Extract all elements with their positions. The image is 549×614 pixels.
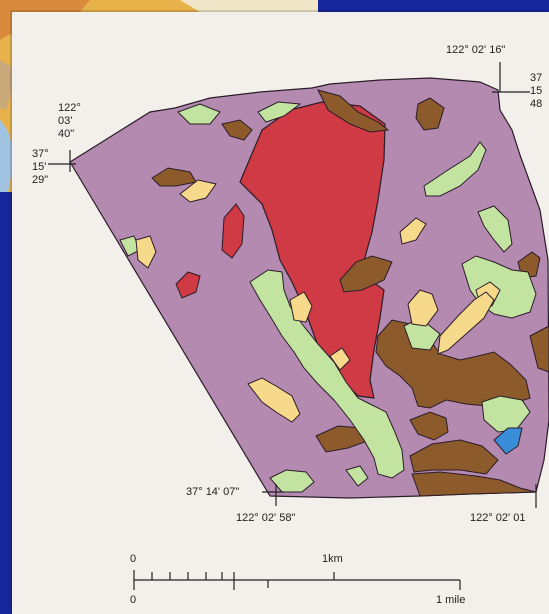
- blue-unit: [493, 427, 523, 455]
- right-lat-deg: 37: [530, 72, 543, 84]
- yellow-unit-left-1: [135, 235, 157, 269]
- brown-unit-top-2: [317, 89, 390, 133]
- bottom-right-longitude-label: 122° 02' 01: [470, 512, 526, 524]
- scale-bar: [133, 570, 461, 590]
- green-unit-top-2: [257, 101, 302, 123]
- green-unit-right-5: [481, 395, 531, 433]
- brown-unit-bottom-5: [411, 471, 537, 497]
- yellow-unit-lower-left: [247, 377, 301, 423]
- yellow-unit-center-2: [289, 291, 313, 323]
- green-unit-right-1: [423, 141, 487, 197]
- red-rock-small-1: [221, 203, 245, 259]
- red-rock-small-2: [175, 271, 201, 299]
- right-lat-min: 15: [530, 85, 543, 97]
- right-lat-sec: 48: [530, 98, 543, 110]
- left-lat-min: 15': [32, 161, 47, 173]
- brown-unit-bottom-3: [409, 411, 449, 441]
- scale-bottom-zero: 0: [130, 594, 137, 606]
- scale-top-zero: 0: [130, 553, 137, 565]
- brown-unit-right-2: [529, 325, 549, 373]
- left-latitude-label: 37° 15' 29": [32, 148, 49, 187]
- yellow-unit-center-strip: [437, 291, 495, 355]
- brown-unit-top-1: [221, 119, 253, 141]
- red-rock-unit: [239, 101, 386, 399]
- brown-unit-top-3: [415, 97, 445, 131]
- left-lat-sec: 29": [32, 174, 49, 186]
- green-unit-right-2: [477, 205, 513, 253]
- left-lon-sec: 40": [58, 128, 75, 140]
- yellow-unit-top-left: [179, 179, 217, 203]
- scale-mile-label: 1 mile: [436, 594, 466, 606]
- green-unit-top-1: [177, 103, 221, 125]
- bottom-latitude-label: 37° 14' 07": [186, 486, 240, 498]
- top-right-longitude-label: 122° 02' 16": [446, 44, 506, 56]
- brown-unit-mid-1: [339, 255, 393, 293]
- left-lat-deg: 37°: [32, 148, 49, 160]
- yellow-unit-lower-1: [329, 347, 351, 371]
- brown-unit-bottom-4: [409, 439, 499, 475]
- green-unit-bottom-2: [345, 465, 369, 487]
- yellow-unit-right-2: [407, 289, 439, 327]
- left-lon-min: 03': [58, 115, 73, 127]
- scale-km-label: 1km: [322, 553, 343, 565]
- right-latitude-label: 37 15 48: [530, 72, 542, 111]
- yellow-unit-center-1: [399, 217, 427, 245]
- bottom-left-longitude-label: 122° 02' 58": [236, 512, 296, 524]
- left-longitude-label: 122° 03' 40": [58, 102, 81, 141]
- left-lon-deg: 122°: [58, 102, 81, 114]
